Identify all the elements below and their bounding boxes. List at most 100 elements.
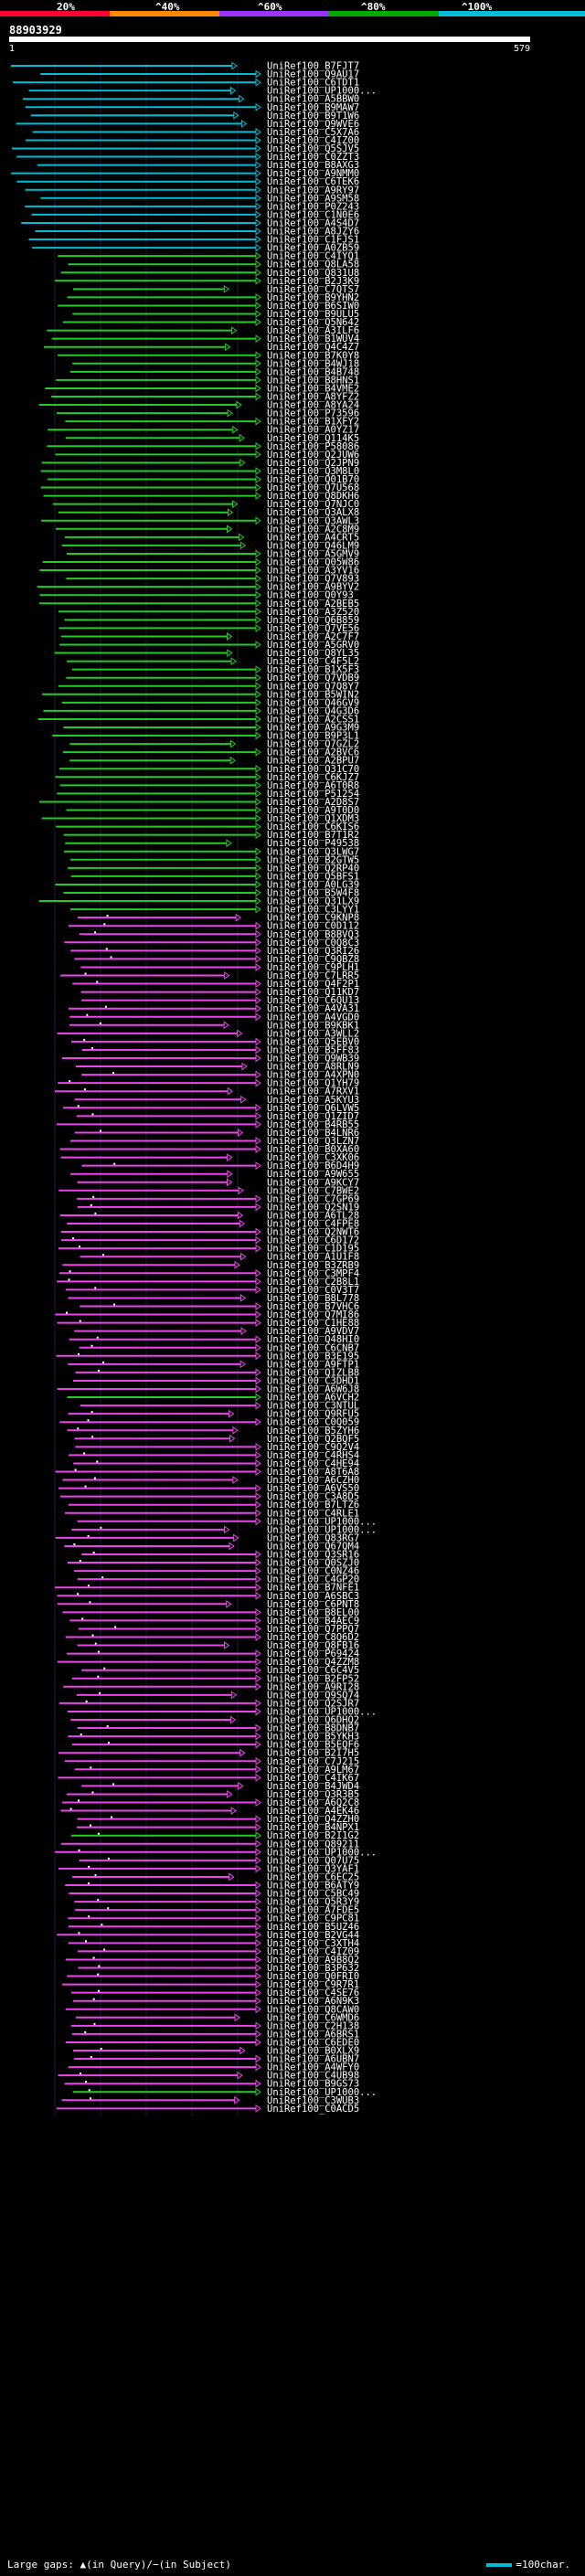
hit-label[interactable]: UniRef100_A2BEB5 — [267, 599, 359, 610]
hit-label[interactable]: UniRef100_Q3YAF1 — [267, 1863, 359, 1874]
hit-label[interactable]: UniRef100_C7J215 — [267, 1756, 359, 1767]
hit-label[interactable]: UniRef100_C4FPE8 — [267, 1219, 359, 1230]
hit-label[interactable]: UniRef100_Q3M8L0 — [267, 466, 359, 477]
hit-label[interactable]: UniRef100_B2I7H5 — [267, 1748, 359, 1759]
hit-label[interactable]: UniRef100_B9ULU5 — [267, 309, 359, 320]
hit-label[interactable]: UniRef100_Q8CAW0 — [267, 2004, 359, 2015]
hit-label[interactable]: UniRef100_C6EDE0 — [267, 2037, 359, 2048]
hit-label[interactable]: UniRef100_A6VCH2 — [267, 1393, 359, 1404]
hit-label[interactable]: UniRef100_C0ACD5 — [267, 2104, 359, 2115]
hit-label[interactable]: UniRef100_A3YV16 — [267, 566, 359, 577]
hit-label[interactable]: UniRef100_Q2JUW6 — [267, 450, 359, 461]
hit-label[interactable]: UniRef100_Q1ZLB8 — [267, 1367, 359, 1378]
hit-label[interactable]: UniRef100_Q3LWG7 — [267, 846, 359, 857]
hit-label[interactable]: UniRef100_C9KNP8 — [267, 913, 359, 924]
hit-label[interactable]: UniRef100_A5GRV0 — [267, 640, 359, 651]
hit-label[interactable]: UniRef100_A6VS50 — [267, 1483, 359, 1494]
hit-label[interactable]: UniRef100_B8BVQ3 — [267, 929, 359, 940]
hit-label[interactable]: UniRef100_Q31LX9 — [267, 896, 359, 907]
hit-label[interactable]: UniRef100_B0XLX9 — [267, 2046, 359, 2057]
hit-label[interactable]: UniRef100_C3NTUL — [267, 1401, 359, 1412]
hit-label[interactable]: UniRef100_C1D195 — [267, 1244, 359, 1255]
hit-label[interactable]: UniRef100_C3DHD1 — [267, 1375, 359, 1386]
hit-label[interactable]: UniRef100_B7FJT7 — [267, 61, 359, 72]
hit-label[interactable]: UniRef100_A9FTP1 — [267, 1359, 359, 1370]
hit-label[interactable]: UniRef100_Q46LM9 — [267, 540, 359, 551]
hit-label[interactable]: UniRef100_A6T0R8 — [267, 780, 359, 791]
hit-label[interactable]: UniRef100_C9Q2V4 — [267, 1442, 359, 1453]
hit-label[interactable]: UniRef100_C3XTH4 — [267, 1938, 359, 1949]
hit-label[interactable]: UniRef100_C6TEK6 — [267, 176, 359, 187]
hit-label[interactable]: UniRef100_A9T0D0 — [267, 805, 359, 816]
hit-label[interactable]: UniRef100_Q0SZJ0 — [267, 1558, 359, 1569]
hit-label[interactable]: UniRef100_A6SBC3 — [267, 1591, 359, 1602]
hit-label[interactable]: UniRef100_C1FJS1 — [267, 235, 359, 246]
hit-label[interactable]: UniRef100_UP1000... — [267, 1516, 377, 1527]
hit-label[interactable]: UniRef100_B7LTZ6 — [267, 1500, 359, 1511]
hit-label[interactable]: UniRef100_B9YHN2 — [267, 292, 359, 303]
hit-label[interactable]: UniRef100_C4SE76 — [267, 1988, 359, 1998]
hit-label[interactable]: UniRef100_A3ILF6 — [267, 325, 359, 336]
hit-label[interactable]: UniRef100_A9LM67 — [267, 1765, 359, 1776]
hit-label[interactable]: UniRef100_Q5EBV0 — [267, 1036, 359, 1047]
hit-label[interactable]: UniRef100_Q5SJV5 — [267, 143, 359, 154]
hit-label[interactable]: UniRef100_C6PNT8 — [267, 1599, 359, 1610]
hit-label[interactable]: UniRef100_Q5R3Y9 — [267, 1897, 359, 1908]
hit-label[interactable]: UniRef100_C9QBZ8 — [267, 954, 359, 965]
hit-label[interactable]: UniRef100_C5BC49 — [267, 1889, 359, 1900]
hit-label[interactable]: UniRef100_UP1000... — [267, 1847, 377, 1858]
hit-label[interactable]: UniRef100_Q6LVW5 — [267, 1103, 359, 1114]
hit-label[interactable]: UniRef100_B5FF83 — [267, 1044, 359, 1055]
hit-label[interactable]: UniRef100_Q4F2P1 — [267, 979, 359, 990]
hit-label[interactable]: UniRef100_C3LYY1 — [267, 905, 359, 916]
hit-label[interactable]: UniRef100_Q1ZID7 — [267, 1111, 359, 1122]
hit-label[interactable]: UniRef100_Q5N642 — [267, 317, 359, 328]
hit-label[interactable]: UniRef100_A6TL28 — [267, 1210, 359, 1221]
hit-label[interactable]: UniRef100_A9G3M9 — [267, 723, 359, 734]
hit-label[interactable]: UniRef100_B5EQF6 — [267, 1740, 359, 1751]
hit-label[interactable]: UniRef100_Q5BFS1 — [267, 871, 359, 882]
hit-label[interactable]: UniRef100_B6SIW0 — [267, 301, 359, 312]
hit-label[interactable]: UniRef100_B1XFY2 — [267, 417, 359, 428]
hit-label[interactable]: UniRef100_Q8DKH6 — [267, 491, 359, 502]
hit-label[interactable]: UniRef100_Q48HI0 — [267, 1334, 359, 1345]
hit-label[interactable]: UniRef100_UP1000... — [267, 1706, 377, 1717]
hit-label[interactable]: UniRef100_Q7PPQ7 — [267, 1624, 359, 1635]
hit-label[interactable]: UniRef100_A2D8S7 — [267, 797, 359, 808]
hit-label[interactable]: UniRef100_C6KJZ7 — [267, 772, 359, 783]
hit-label[interactable]: UniRef100_B4B748 — [267, 366, 359, 377]
hit-label[interactable]: UniRef100_Q7VE56 — [267, 623, 359, 634]
hit-label[interactable]: UniRef100_Q9RFU5 — [267, 1409, 359, 1420]
hit-label[interactable]: UniRef100_C0Q059 — [267, 1417, 359, 1428]
hit-label[interactable]: UniRef100_Q7VDB9 — [267, 673, 359, 684]
hit-label[interactable]: UniRef100_Q3R3B5 — [267, 1789, 359, 1800]
hit-label[interactable]: UniRef100_A8YA24 — [267, 400, 359, 411]
hit-label[interactable]: UniRef100_C4GP20 — [267, 1574, 359, 1585]
hit-label[interactable]: UniRef100_B9KBK1 — [267, 1020, 359, 1031]
hit-label[interactable]: UniRef100_C1HE88 — [267, 1318, 359, 1329]
hit-label[interactable]: UniRef100_A3WLL2 — [267, 1028, 359, 1039]
hit-label[interactable]: UniRef100_B9MAW7 — [267, 102, 359, 113]
hit-label[interactable]: UniRef100_B2J3K9 — [267, 276, 359, 287]
hit-label[interactable]: UniRef100_C4IZ00 — [267, 135, 359, 146]
hit-label[interactable]: UniRef100_Q9WVE6 — [267, 119, 359, 130]
hit-label[interactable]: UniRef100_A0LG39 — [267, 879, 359, 890]
hit-label[interactable]: UniRef100_Q9AU17 — [267, 69, 359, 80]
hit-label[interactable]: UniRef100_A5GMV9 — [267, 548, 359, 559]
hit-label[interactable]: UniRef100_C0D112 — [267, 921, 359, 932]
hit-label[interactable]: UniRef100_C7GP69 — [267, 1193, 359, 1204]
hit-label[interactable]: UniRef100_UP1000... — [267, 1524, 377, 1535]
hit-label[interactable]: UniRef100_C6C4V5 — [267, 1665, 359, 1676]
hit-label[interactable]: UniRef100_C6KIS6 — [267, 822, 359, 832]
hit-label[interactable]: UniRef100_B2VG44 — [267, 1930, 359, 1941]
hit-label[interactable]: UniRef100_A9B8Q2 — [267, 1955, 359, 1966]
hit-label[interactable]: UniRef100_Q8YL35 — [267, 648, 359, 659]
hit-label[interactable]: UniRef100_Q4G3D6 — [267, 705, 359, 716]
hit-label[interactable]: UniRef100_A6Q2C8 — [267, 1797, 359, 1808]
hit-label[interactable]: UniRef100_P49538 — [267, 838, 359, 849]
hit-label[interactable]: UniRef100_C4RHS4 — [267, 1450, 359, 1461]
hit-label[interactable]: UniRef100_B5W4F8 — [267, 888, 359, 899]
hit-label[interactable]: UniRef100_B6ATY9 — [267, 1881, 359, 1892]
hit-label[interactable]: UniRef100_A1U1F8 — [267, 1252, 359, 1263]
hit-label[interactable]: UniRef100_B3E195 — [267, 1351, 359, 1362]
